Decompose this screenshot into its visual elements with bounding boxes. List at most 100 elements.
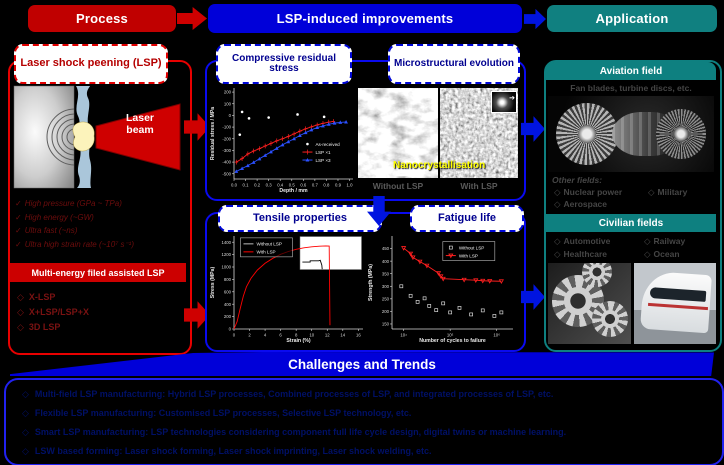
svg-text:12: 12 <box>325 332 330 337</box>
target-material <box>13 85 75 189</box>
svg-text:100: 100 <box>224 101 232 106</box>
svg-text:Stress (MPa): Stress (MPa) <box>210 267 216 299</box>
svg-text:350: 350 <box>382 271 390 276</box>
lsp-feature: ✓ Ultra high strain rate (~10⁷ s⁻¹) <box>15 239 134 249</box>
svg-text:0.0: 0.0 <box>231 182 238 187</box>
svg-text:16: 16 <box>356 332 361 337</box>
diamond-bullet-icon: ◇ <box>648 187 655 197</box>
process-header: Process <box>28 5 176 32</box>
svg-text:-500: -500 <box>222 171 231 176</box>
lsp-variant: ◇ 3D LSP <box>17 322 61 332</box>
diamond-bullet-icon: ◇ <box>22 446 29 456</box>
diamond-bullet-icon: ◇ <box>22 427 29 437</box>
diffraction-pattern-inset: ➔ <box>491 91 517 113</box>
svg-text:LSP ×3: LSP ×3 <box>315 158 331 163</box>
svg-text:As-received: As-received <box>315 142 340 147</box>
svg-text:0: 0 <box>233 332 236 337</box>
civilian-field-item: ◇ Ocean <box>644 249 680 259</box>
svg-text:0.2: 0.2 <box>254 182 261 187</box>
check-icon: ✓ <box>15 239 22 249</box>
plasma-plume <box>72 121 95 152</box>
svg-text:800: 800 <box>224 277 232 282</box>
process-header-label: Process <box>76 11 128 26</box>
diamond-bullet-icon: ◇ <box>17 307 24 317</box>
improvements-header: LSP-induced improvements <box>208 4 522 33</box>
other-field-item: ◇ Aerospace <box>554 199 608 209</box>
svg-text:1400: 1400 <box>221 240 231 245</box>
application-header-label: Application <box>595 11 669 26</box>
svg-text:0.8: 0.8 <box>323 182 330 187</box>
check-icon: ✓ <box>15 226 22 235</box>
svg-text:4: 4 <box>264 332 267 337</box>
tem-image-without-lsp <box>358 88 438 178</box>
diamond-bullet-icon: ◇ <box>22 408 29 418</box>
laser-beam-shape <box>95 103 181 171</box>
fatigue-chart: 10⁴ 10⁵ 10⁶ 150 200 250 300 350 400 450 Number of … <box>366 232 518 344</box>
other-field-item: ◇ Nuclear power <box>554 187 623 197</box>
lsp-schematic-drawing <box>13 85 181 189</box>
lsp-title: Laser shock peening (LSP) <box>20 57 162 70</box>
lsp-variant-list: ◇ X-LSP ◇ X+LSP/LSP+X ◇ 3D LSP <box>17 290 89 335</box>
challenge-item: ◇ Smart LSP manufacturing: LSP technologi… <box>22 427 567 437</box>
svg-text:1.0: 1.0 <box>347 182 354 187</box>
svg-text:Strain (%): Strain (%) <box>286 338 310 344</box>
lsp-title-box: Laser shock peening (LSP) <box>14 44 168 84</box>
tensile-chart: 0 2 4 6 8 10 12 14 16 0 200 400 600 800 1000 1200 1400 St… <box>208 232 368 344</box>
challenges-band: Challenges and Trends <box>10 352 714 376</box>
svg-text:400: 400 <box>224 302 232 307</box>
challenge-item: ◇ Flexible LSP manufacturing: Customised … <box>22 408 412 418</box>
svg-text:-400: -400 <box>222 160 231 165</box>
diamond-bullet-icon: ◇ <box>554 236 561 246</box>
lsp-feature: ✓ High pressure (GPa ~ TPa) <box>15 199 122 208</box>
svg-text:1000: 1000 <box>221 265 231 270</box>
svg-text:0: 0 <box>229 327 232 332</box>
challenges-panel: ◇ Multi-field LSP manufacturing: Hybrid L… <box>4 378 724 465</box>
svg-text:14: 14 <box>340 332 345 337</box>
svg-text:2: 2 <box>248 332 251 337</box>
svg-text:8: 8 <box>295 332 298 337</box>
svg-text:-300: -300 <box>222 148 231 153</box>
lsp-feature-list: ✓ High pressure (GPa ~ TPa) ✓ High energy … <box>15 197 183 251</box>
gear-icon <box>592 301 628 337</box>
svg-text:With LSP: With LSP <box>459 253 478 258</box>
lsp-variant: ◇ X-LSP <box>17 292 56 302</box>
svg-text:0.1: 0.1 <box>243 182 250 187</box>
svg-text:10⁶: 10⁶ <box>493 332 500 337</box>
svg-text:450: 450 <box>382 246 390 251</box>
other-field-item: ◇ Military <box>648 187 688 197</box>
svg-text:600: 600 <box>224 289 232 294</box>
svg-text:200: 200 <box>382 309 390 314</box>
application-header: Application <box>547 5 717 32</box>
microstructure-title-box: Microstructural evolution <box>388 44 520 84</box>
challenge-item: ◇ LSW based forming: Laser shock forming,… <box>22 446 432 456</box>
civilian-field-item: ◇ Railway <box>644 236 686 246</box>
civilian-fields-band: Civilian fields <box>546 214 716 232</box>
svg-text:Without LSP: Without LSP <box>459 245 485 250</box>
svg-text:10: 10 <box>309 332 314 337</box>
svg-text:150: 150 <box>382 322 390 327</box>
svg-text:Without LSP: Without LSP <box>256 242 282 247</box>
diamond-bullet-icon: ◇ <box>554 199 561 209</box>
svg-text:1200: 1200 <box>221 252 231 257</box>
svg-text:0.4: 0.4 <box>277 182 284 187</box>
challenge-item: ◇ Multi-field LSP manufacturing: Hybrid L… <box>22 389 554 399</box>
residual-stress-chart: 0.0 0.1 0.2 0.3 0.4 0.5 0.6 0.7 0.8 0.9 1.0 200 100 0… <box>208 84 358 194</box>
svg-text:250: 250 <box>382 296 390 301</box>
svg-text:0.7: 0.7 <box>312 182 319 187</box>
svg-text:6: 6 <box>279 332 282 337</box>
svg-text:10⁴: 10⁴ <box>400 332 407 337</box>
aviation-caption: Fan blades, turbine discs, etc. <box>570 83 692 93</box>
svg-text:-200: -200 <box>222 136 231 141</box>
svg-text:300: 300 <box>382 284 390 289</box>
diamond-bullet-icon: ◇ <box>22 389 29 399</box>
scale-bar <box>396 174 412 176</box>
lsp-feature: ✓ Ultra fast (~ns) <box>15 226 78 235</box>
svg-text:0: 0 <box>229 113 232 118</box>
svg-text:LSP ×1: LSP ×1 <box>315 150 331 155</box>
gear-icon <box>582 263 612 287</box>
svg-text:0.3: 0.3 <box>266 182 273 187</box>
lsp-schematic: Laser beam <box>12 84 184 190</box>
svg-text:200: 200 <box>224 90 232 95</box>
diamond-bullet-icon: ◇ <box>554 187 561 197</box>
